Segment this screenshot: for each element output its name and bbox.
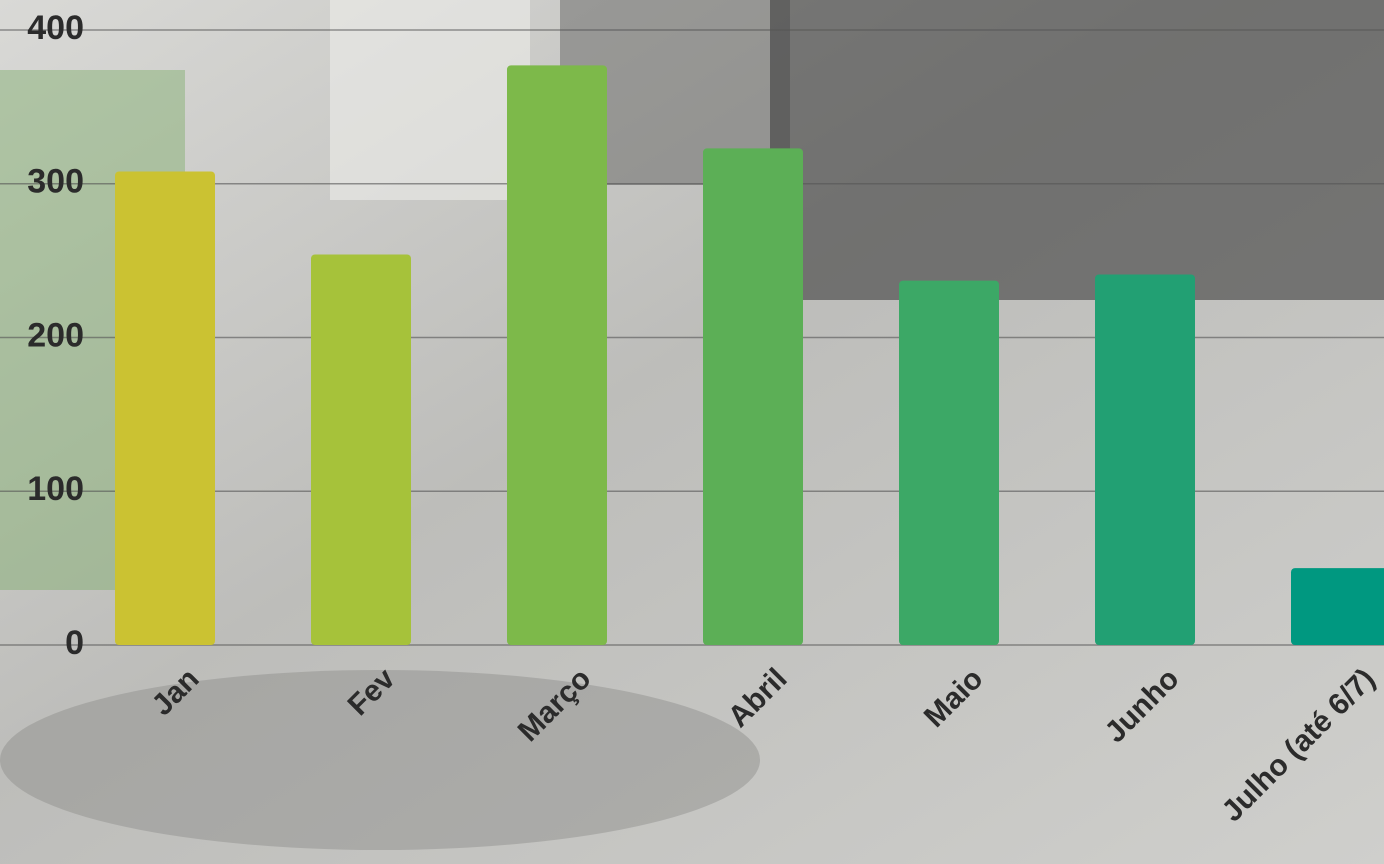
y-tick-label: 300 <box>27 163 84 201</box>
y-tick-label: 400 <box>27 9 84 47</box>
bar <box>311 254 411 645</box>
bar <box>1291 568 1384 645</box>
y-tick-label: 100 <box>27 470 84 508</box>
bar <box>703 148 803 645</box>
bar <box>1095 274 1195 645</box>
bar <box>115 171 215 645</box>
background-wall <box>330 0 530 200</box>
bar <box>507 65 607 646</box>
y-tick-label: 200 <box>27 316 84 354</box>
y-tick-label: 0 <box>65 624 84 662</box>
background-shadow <box>0 670 760 850</box>
background-truck <box>770 0 1384 300</box>
bar <box>899 280 999 645</box>
